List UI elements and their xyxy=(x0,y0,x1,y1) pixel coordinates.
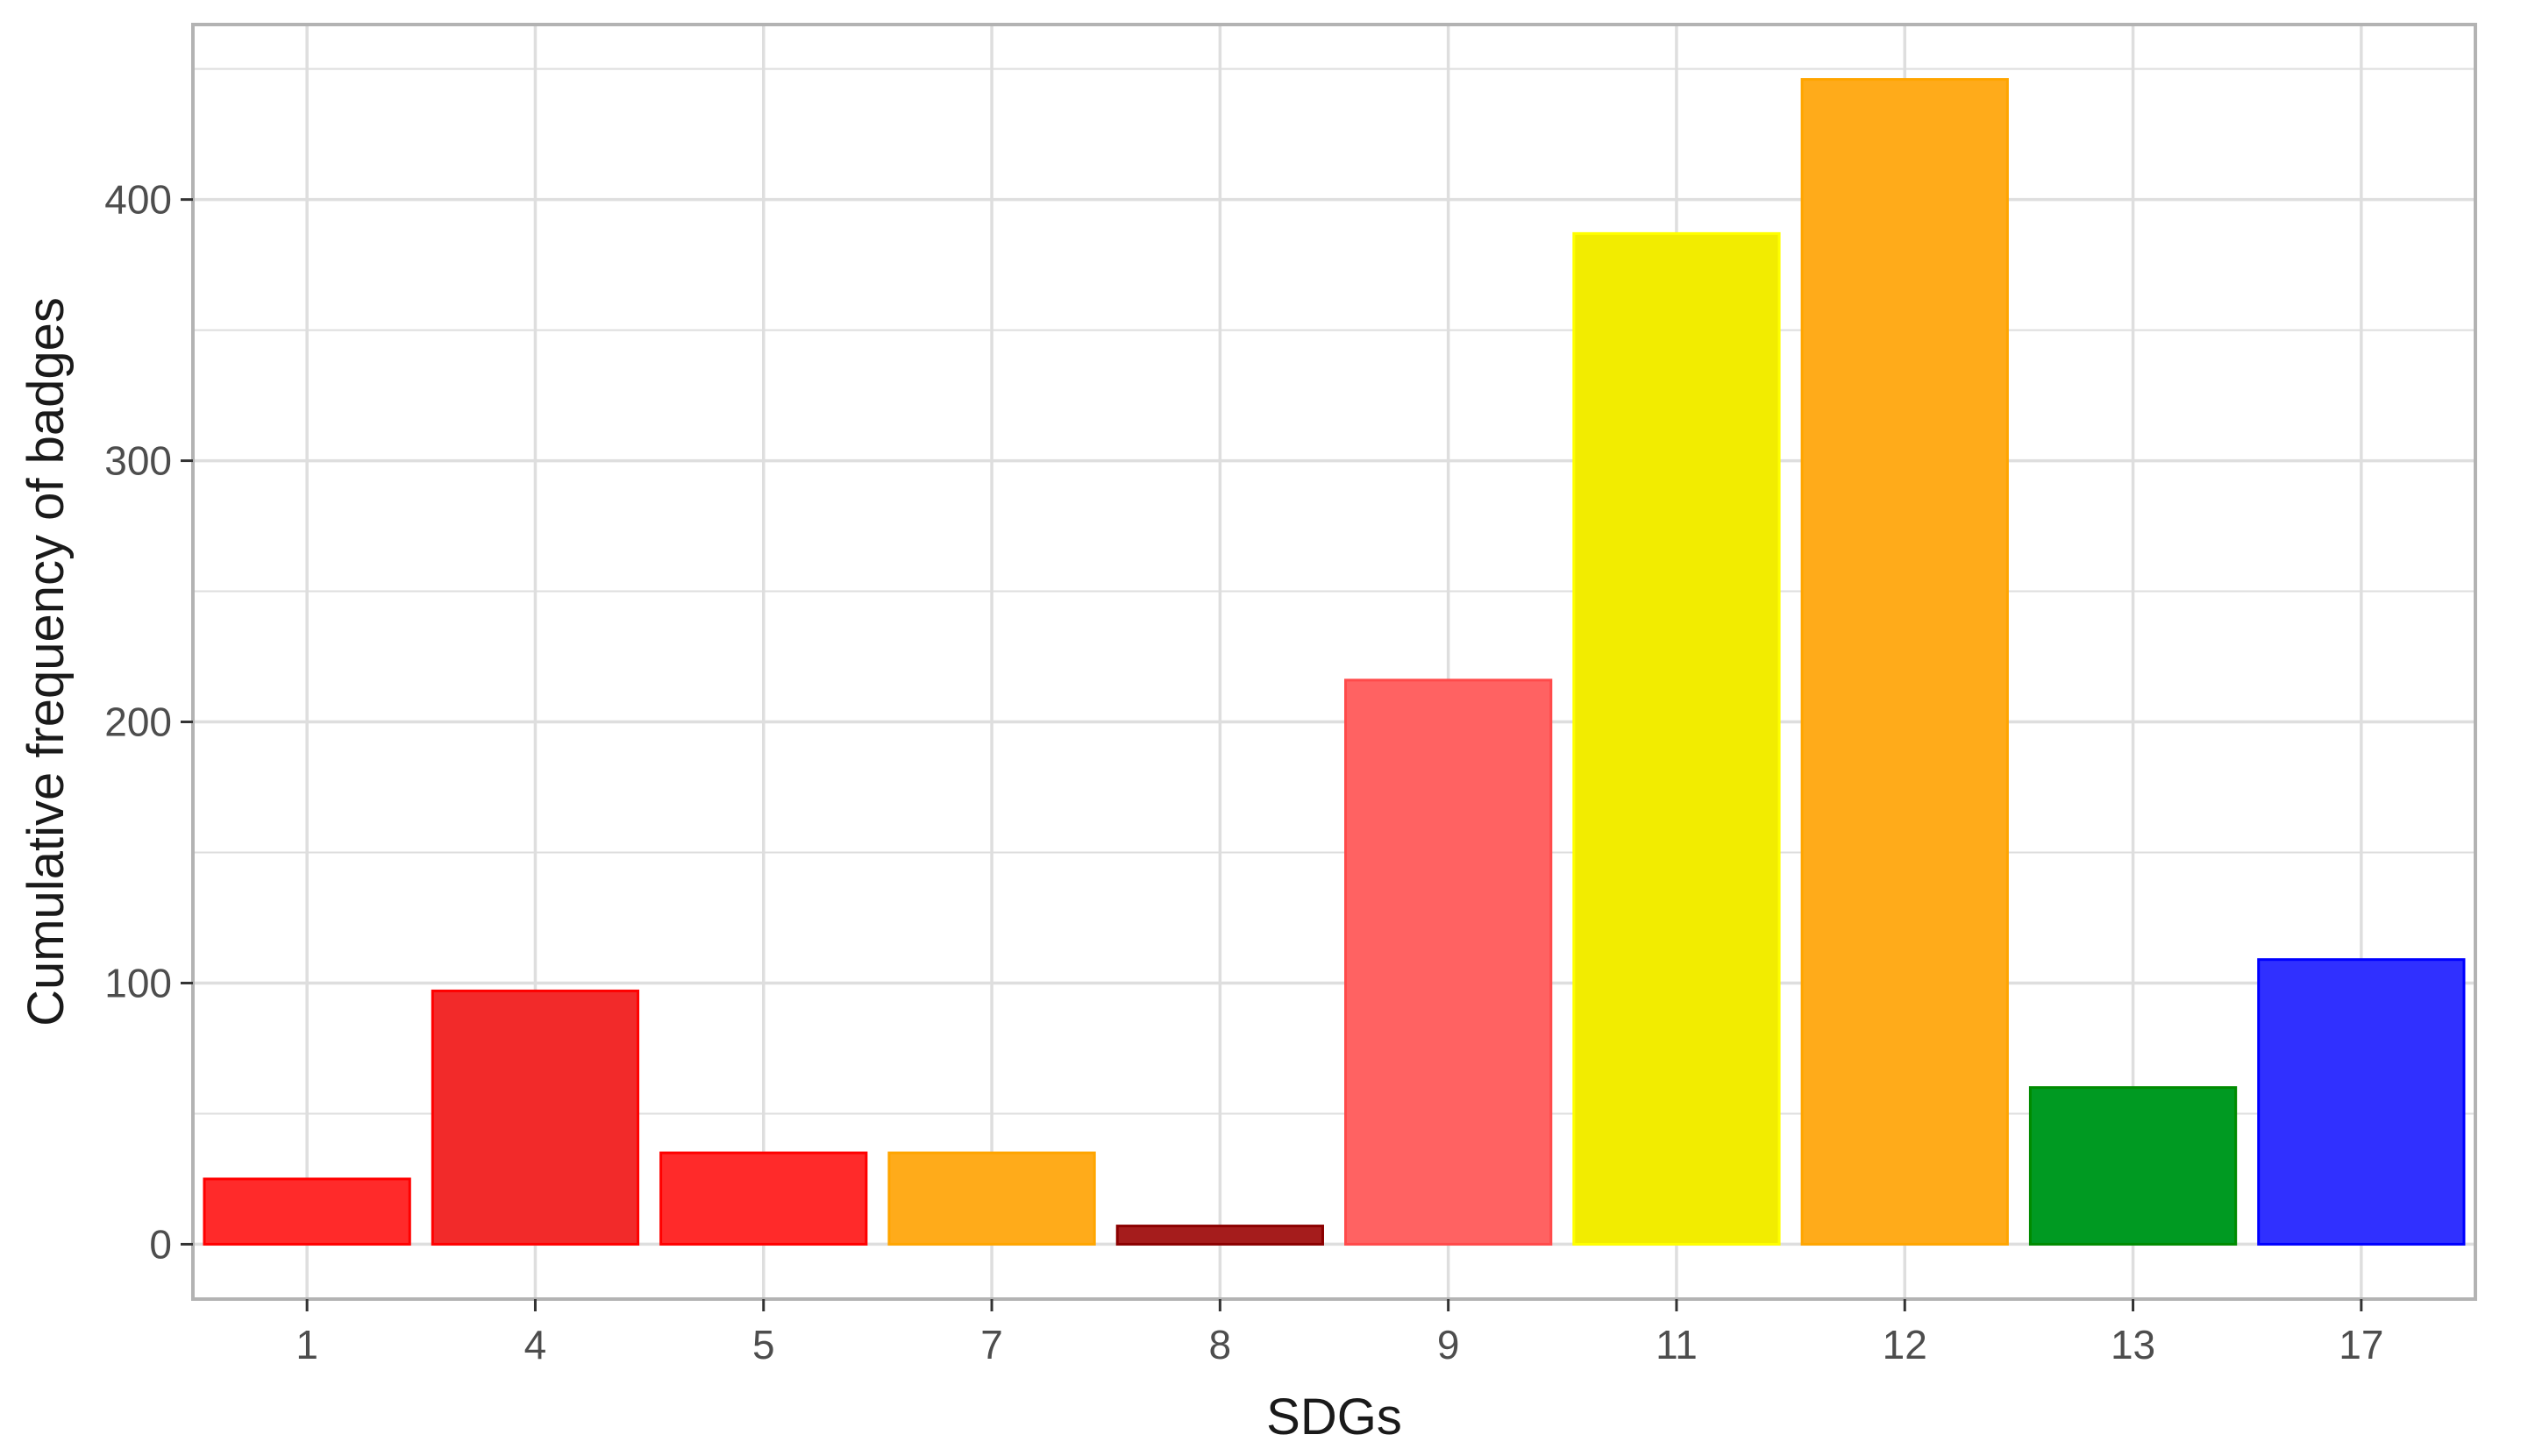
bar-sdg-7 xyxy=(887,1151,1096,1246)
y-tick-label: 300 xyxy=(104,438,172,484)
bar-sdg-4 xyxy=(431,989,640,1246)
x-tick-label: 17 xyxy=(2339,1322,2383,1367)
y-axis-title: Cumulative frequency of badges xyxy=(18,297,75,1026)
x-tick-label: 8 xyxy=(1209,1322,1232,1367)
bar-sdg-12 xyxy=(1800,78,2009,1246)
bar-sdg-13 xyxy=(2028,1086,2238,1246)
y-tick-label: 100 xyxy=(104,960,172,1005)
axes: 0 100 200 300 400 1 4 5 7 8 9 11 12 13 17 xyxy=(104,177,2383,1367)
bar-sdg-17 xyxy=(2257,958,2466,1246)
bars xyxy=(203,78,2466,1246)
y-tick-label: 400 xyxy=(104,177,172,223)
bar-sdg-8 xyxy=(1115,1225,1324,1246)
bar-sdg-5 xyxy=(659,1151,868,1246)
bar-sdg-1 xyxy=(203,1177,411,1246)
x-tick-label: 1 xyxy=(296,1322,318,1367)
y-tick-label: 200 xyxy=(104,700,172,745)
x-tick-label: 7 xyxy=(980,1322,1003,1367)
x-tick-label: 5 xyxy=(752,1322,775,1367)
bar-sdg-11 xyxy=(1572,231,1781,1246)
bar-sdg-9 xyxy=(1344,678,1553,1246)
panel-border xyxy=(191,23,2477,1301)
x-axis-title: SDGs xyxy=(1266,1389,1402,1445)
x-tick-label: 9 xyxy=(1437,1322,1460,1367)
x-tick-label: 11 xyxy=(1656,1322,1698,1367)
y-tick-label: 0 xyxy=(149,1221,172,1267)
x-tick-label: 12 xyxy=(1883,1322,1927,1367)
x-tick-label: 4 xyxy=(524,1322,547,1367)
x-tick-label: 13 xyxy=(2111,1322,2155,1367)
